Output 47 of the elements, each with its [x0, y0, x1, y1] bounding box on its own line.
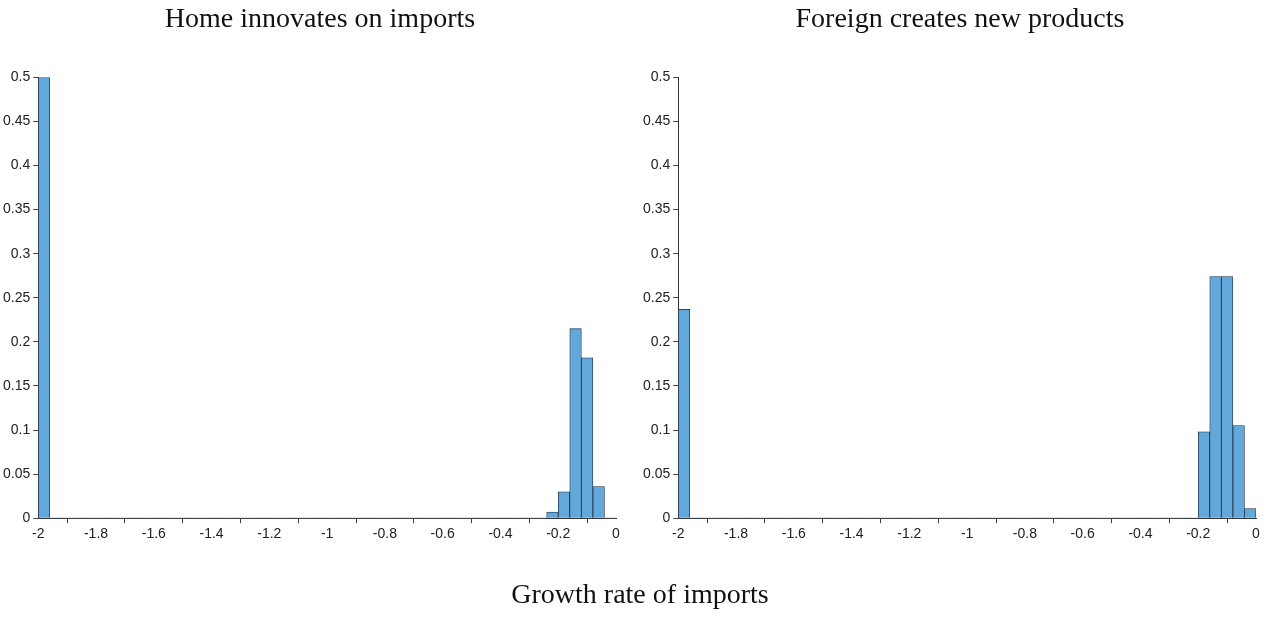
x-tick-label: -1.8: [723, 525, 749, 542]
y-tick-label: 0.35: [3, 200, 31, 217]
x-tick-label: 0: [1252, 525, 1261, 542]
y-tick-label: 0.25: [643, 288, 671, 305]
y-tick-label: 0.05: [3, 464, 31, 481]
y-tick-label: 0: [22, 509, 31, 526]
y-tick-label: 0.1: [10, 420, 31, 437]
x-tick-label: -1.2: [897, 525, 922, 542]
x-tick-label: -2: [672, 525, 685, 542]
x-tick-label: -0.4: [1128, 525, 1153, 542]
x-tick-label: -0.2: [1186, 525, 1211, 542]
x-tick-label: -0.8: [1012, 525, 1038, 542]
x-tick-label: -1.4: [199, 525, 224, 542]
y-tick-label: 0.1: [650, 420, 671, 437]
x-tick-label: 0: [612, 525, 621, 542]
y-tick-label: 0.4: [10, 156, 31, 173]
x-axis-title: Growth rate of imports: [510, 578, 770, 610]
x-tick-label: -1.6: [781, 525, 807, 542]
y-tick-label: 0.3: [650, 244, 671, 261]
y-tick-label: 0.5: [10, 68, 31, 85]
y-tick-label: 0.3: [10, 244, 31, 261]
y-tick-label: 0.25: [3, 288, 31, 305]
x-tick-label: -0.6: [430, 525, 455, 542]
chart-title: Foreign creates new products: [794, 2, 1126, 34]
y-tick-label: 0.4: [650, 156, 671, 173]
y-tick-label: 0.15: [3, 376, 31, 393]
chart-title: Home innovates on imports: [163, 2, 477, 34]
x-tick-label: -0.2: [546, 525, 571, 542]
y-tick-label: 0: [662, 509, 671, 526]
x-tick-label: -1: [320, 525, 334, 542]
y-tick-label: 0.45: [3, 112, 31, 129]
y-tick-label: 0.45: [643, 112, 671, 129]
x-tick-label: -1.8: [83, 525, 109, 542]
x-tick-label: -0.4: [488, 525, 513, 542]
x-tick-label: -1: [960, 525, 974, 542]
x-tick-label: -0.8: [372, 525, 398, 542]
y-tick-label: 0.5: [650, 68, 671, 85]
y-tick-label: 0.2: [650, 332, 671, 349]
x-tick-label: -1.6: [141, 525, 167, 542]
y-tick-label: 0.35: [643, 200, 671, 217]
x-tick-label: -0.6: [1070, 525, 1095, 542]
y-tick-label: 0.2: [10, 332, 31, 349]
y-tick-label: 0.15: [643, 376, 671, 393]
x-tick-label: -1.4: [839, 525, 864, 542]
x-tick-label: -1.2: [257, 525, 282, 542]
x-tick-label: -2: [32, 525, 45, 542]
y-tick-label: 0.05: [643, 464, 671, 481]
